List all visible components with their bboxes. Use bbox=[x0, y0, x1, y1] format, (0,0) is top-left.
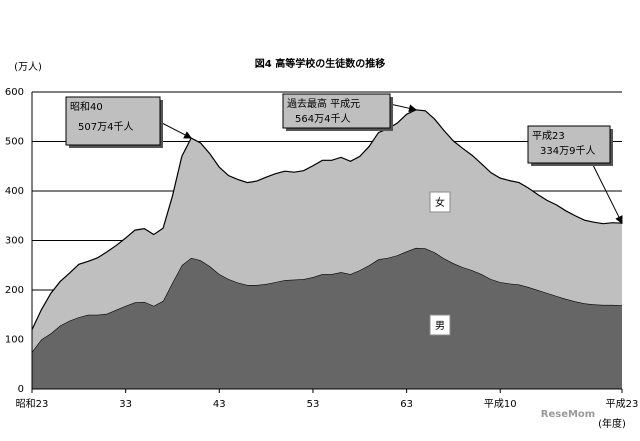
annotation-arrow bbox=[389, 103, 417, 113]
x-tick-label: 平成23 bbox=[606, 398, 639, 410]
area bbox=[32, 247, 622, 389]
x-tick-label: 43 bbox=[213, 399, 226, 410]
annotation-box bbox=[282, 93, 391, 129]
y-tick-label: 100 bbox=[5, 335, 24, 346]
annotation-text: 507万4千人 bbox=[78, 121, 133, 133]
x-tick-label: 53 bbox=[307, 399, 320, 410]
x-axis-label: (年度) bbox=[598, 417, 626, 430]
y-tick-label: 0 bbox=[18, 384, 24, 395]
y-axis-label: (万人) bbox=[14, 61, 42, 73]
x-tick-label: 平成10 bbox=[484, 398, 517, 410]
annotation-text: 昭和40 bbox=[70, 101, 103, 113]
area bbox=[32, 109, 622, 352]
series-label: 男 bbox=[435, 320, 445, 332]
annotation-arrow bbox=[591, 162, 623, 225]
watermark: ReseMom bbox=[541, 409, 595, 420]
annotation-arrow bbox=[159, 121, 193, 139]
annotation-box bbox=[65, 96, 161, 146]
y-tick-label: 600 bbox=[5, 87, 24, 98]
annotation-text: 564万4千人 bbox=[295, 113, 350, 125]
y-tick-label: 400 bbox=[5, 186, 24, 197]
y-tick-label: 300 bbox=[5, 236, 24, 247]
annotation-text: 過去最高 平成元 bbox=[287, 97, 360, 110]
x-tick-label: 33 bbox=[119, 399, 132, 410]
annotation-text: 334万9千人 bbox=[540, 145, 595, 157]
series-label-box bbox=[429, 191, 451, 213]
annotation-box bbox=[527, 125, 611, 164]
series-label-box bbox=[429, 314, 451, 336]
series-label: 女 bbox=[435, 196, 445, 209]
area-edge bbox=[31, 109, 623, 330]
y-tick-label: 200 bbox=[5, 285, 24, 296]
chart-title: 図4 高等学校の生徒数の推移 bbox=[255, 57, 385, 70]
annotation-text: 平成23 bbox=[532, 130, 565, 142]
x-tick-label: 昭和23 bbox=[16, 398, 49, 410]
y-tick-label: 500 bbox=[5, 137, 24, 148]
x-tick-label: 63 bbox=[400, 399, 413, 410]
